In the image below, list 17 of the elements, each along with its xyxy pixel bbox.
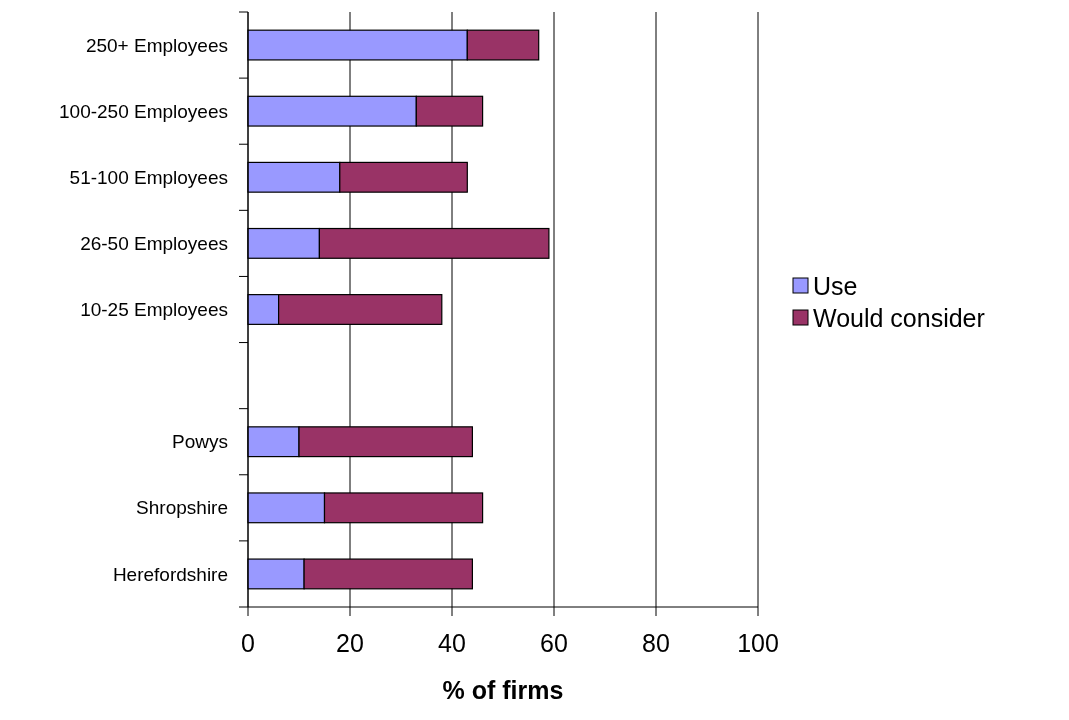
x-tick-label: 100	[737, 629, 779, 657]
x-tick-label: 40	[438, 629, 466, 657]
x-tick-label: 20	[336, 629, 364, 657]
x-tick-label: 0	[241, 629, 255, 657]
x-axis-title: % of firms	[442, 676, 564, 704]
x-tick-label: 60	[540, 629, 568, 657]
y-tick-label: Shropshire	[136, 497, 228, 519]
legend-label: Would consider	[813, 303, 985, 332]
y-tick-label: Herefordshire	[112, 563, 228, 585]
x-tick-label: 80	[642, 629, 670, 657]
legend-label: Use	[813, 271, 858, 300]
y-tick-label: 26-50 Employees	[80, 233, 228, 255]
y-tick-label: Powys	[172, 431, 228, 453]
y-tick-label: 100-250 Employees	[59, 100, 228, 122]
y-tick-label: 10-25 Employees	[80, 299, 228, 321]
y-tick-label: 51-100 Employees	[69, 166, 228, 188]
y-tick-label: 250+ Employees	[85, 34, 228, 56]
